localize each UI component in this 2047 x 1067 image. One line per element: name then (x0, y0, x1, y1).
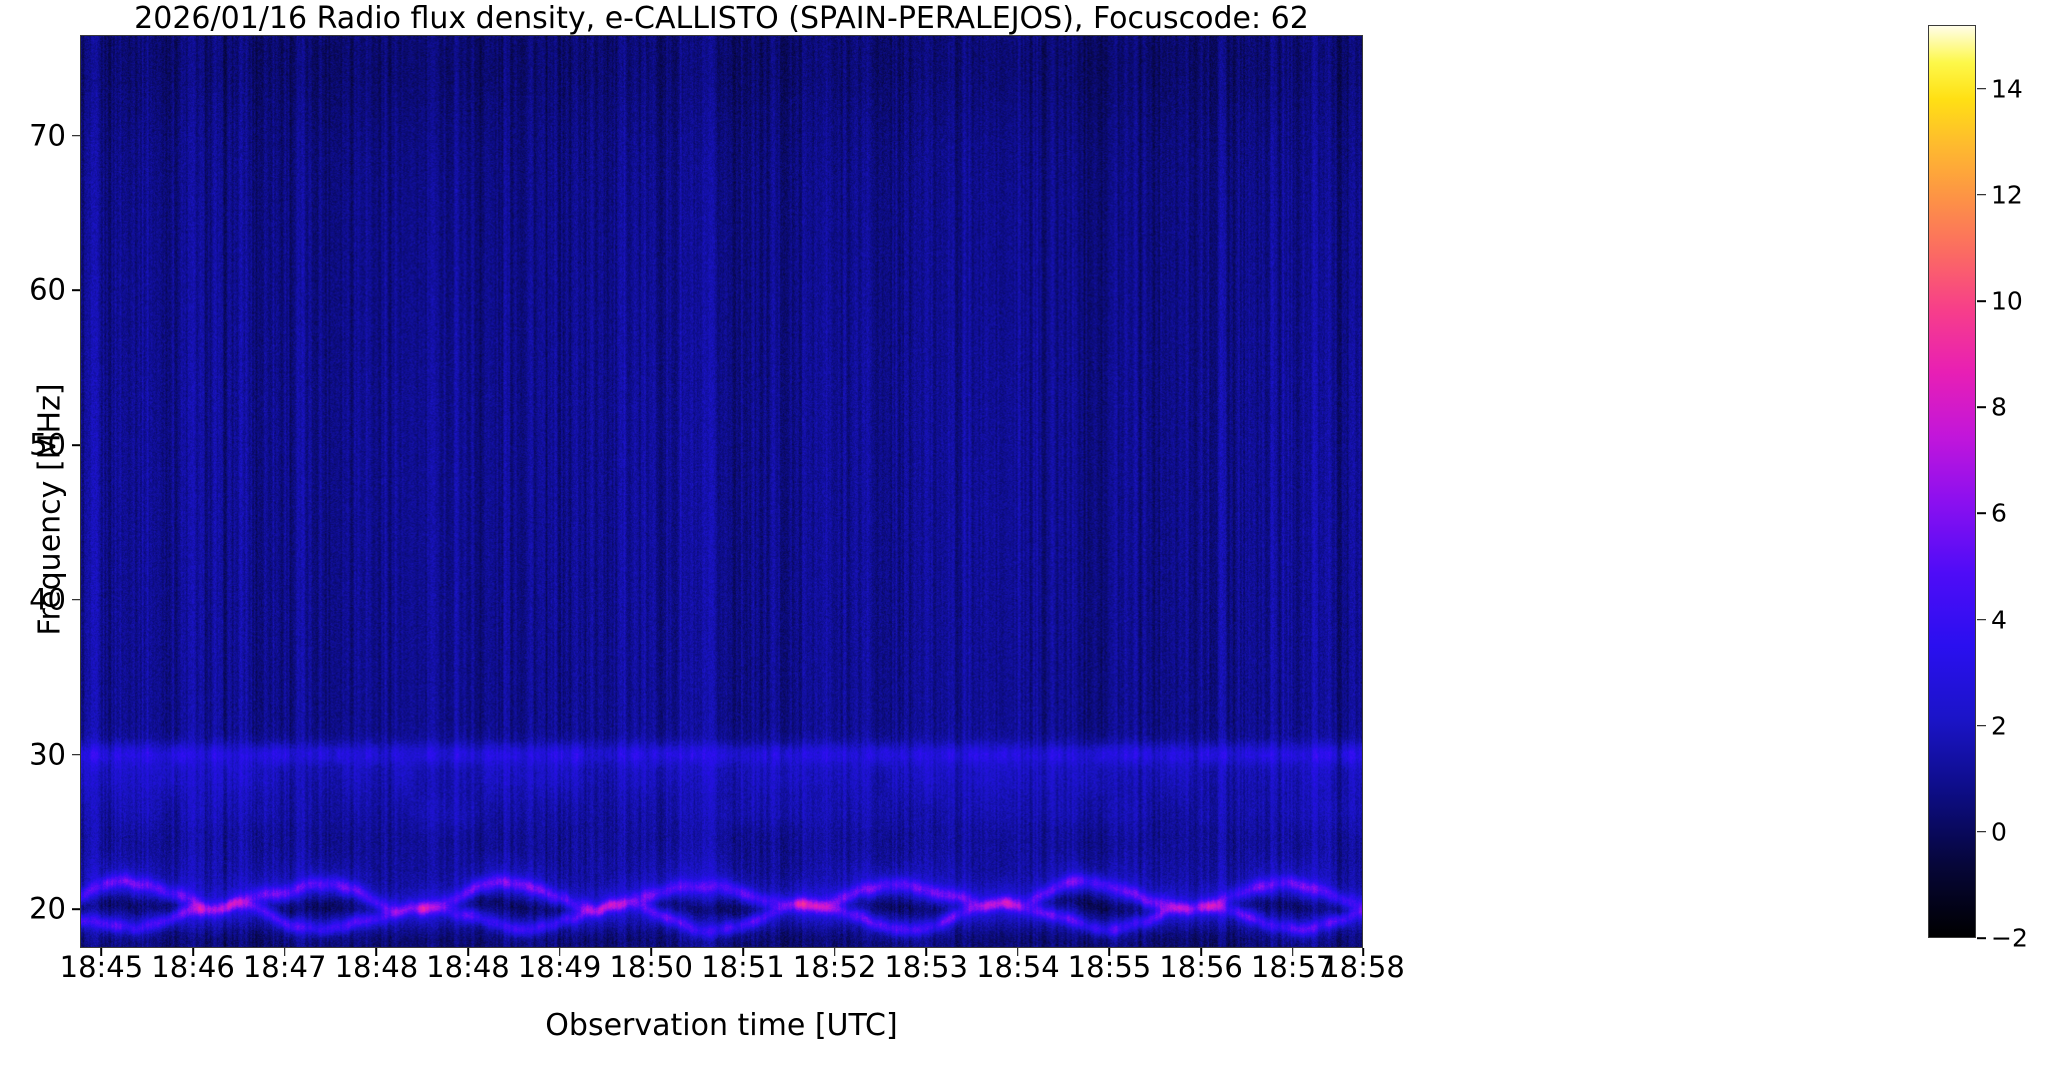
colorbar-tick-label: 0 (1991, 817, 2007, 847)
x-tick-mark (925, 948, 927, 956)
x-tick-label: 18:48 (334, 950, 419, 984)
x-tick-mark (558, 948, 561, 956)
x-tick-label: 18:51 (701, 950, 785, 984)
y-tick-label: 50 (29, 427, 66, 462)
colorbar-tick-label: −2 (1991, 923, 2028, 953)
x-tick-label: 18:52 (792, 950, 877, 984)
y-tick-mark (72, 599, 80, 601)
colorbar-tick-mark (1977, 724, 1986, 727)
colorbar-tick-mark (1977, 937, 1986, 939)
colorbar-tick-label: 12 (1991, 180, 2023, 210)
spectrogram-axes (80, 35, 1363, 948)
x-tick-label: 18:50 (609, 950, 693, 984)
colorbar-gradient (1928, 25, 1976, 938)
y-tick-label: 40 (29, 582, 66, 617)
y-axis-label: Frequency [MHz] (32, 383, 68, 636)
x-tick-mark (742, 948, 744, 956)
y-tick-mark (72, 908, 80, 911)
spectrogram-image (81, 36, 1362, 947)
colorbar-tick-mark (1977, 406, 1986, 408)
colorbar-tick-mark (1977, 831, 1986, 833)
x-tick-mark (1017, 948, 1019, 956)
x-tick-mark (100, 948, 103, 956)
x-tick-mark (1291, 948, 1294, 956)
x-tick-label: 18:58 (1321, 950, 1405, 984)
colorbar-tick-label: 4 (1991, 605, 2007, 634)
colorbar-tick-mark (1977, 194, 1986, 196)
x-tick-label: 18:53 (884, 950, 968, 984)
y-tick-mark (72, 289, 80, 292)
y-tick-mark (72, 134, 80, 137)
x-tick-label: 18:47 (242, 950, 327, 984)
y-tick-label: 60 (29, 272, 66, 307)
x-tick-label: 18:56 (1159, 950, 1243, 984)
y-tick-label: 70 (29, 118, 66, 153)
x-tick-mark (1108, 948, 1111, 956)
x-tick-mark (833, 948, 836, 956)
x-tick-mark (1362, 948, 1364, 956)
plot-title: 2026/01/16 Radio flux density, e-CALLIST… (134, 1, 1309, 36)
colorbar-tick-label: 6 (1991, 498, 2007, 528)
y-tick-label: 20 (29, 891, 66, 926)
x-tick-label: 18:48 (426, 950, 510, 984)
y-tick-label: 30 (29, 737, 66, 772)
colorbar-tick-mark (1977, 618, 1986, 621)
x-tick-mark (192, 948, 194, 956)
y-tick-mark (72, 444, 80, 446)
x-tick-mark (375, 948, 378, 956)
x-tick-label: 18:45 (59, 950, 144, 984)
x-tick-label: 18:55 (1067, 950, 1152, 984)
colorbar-tick-label: 14 (1991, 74, 2023, 104)
colorbar-tick-label: 2 (1991, 711, 2007, 741)
y-tick-mark (72, 753, 80, 756)
colorbar-tick-mark (1977, 512, 1986, 515)
colorbar-tick-mark (1977, 300, 1986, 302)
colorbar-tick-label: 10 (1991, 286, 2023, 316)
colorbar-tick-mark (1977, 87, 1986, 90)
x-tick-mark (1200, 948, 1202, 956)
x-tick-label: 18:54 (976, 950, 1060, 984)
x-tick-label: 18:46 (151, 950, 235, 984)
x-tick-mark (467, 948, 469, 956)
x-tick-label: 18:49 (517, 950, 602, 984)
x-axis-label: Observation time [UTC] (545, 1008, 898, 1043)
x-tick-label: 18:57 (1250, 950, 1335, 984)
x-tick-mark (283, 948, 286, 956)
x-tick-mark (650, 948, 652, 956)
colorbar-tick-label: 8 (1991, 392, 2007, 422)
